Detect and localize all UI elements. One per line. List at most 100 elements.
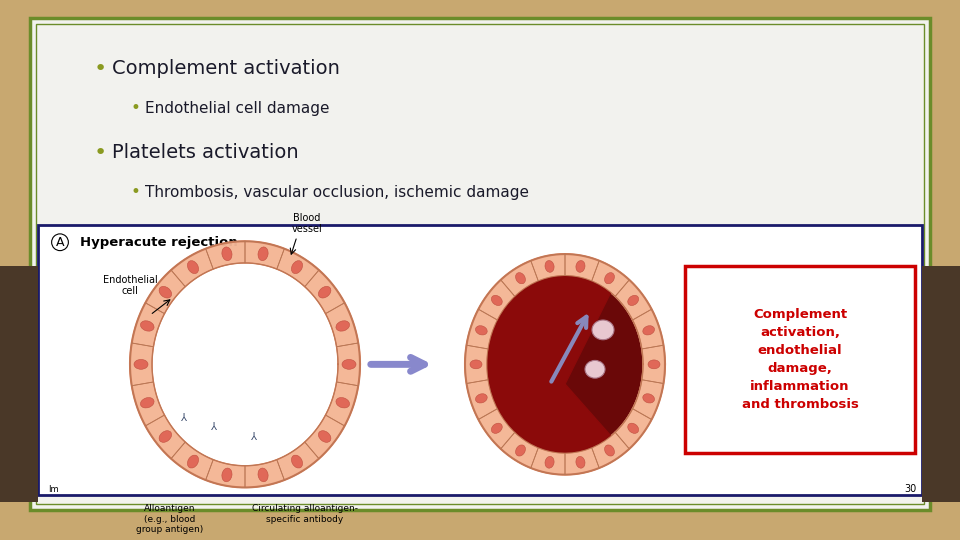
Polygon shape <box>467 380 497 420</box>
Polygon shape <box>591 261 629 296</box>
Polygon shape <box>487 276 643 453</box>
Polygon shape <box>615 409 652 449</box>
Bar <box>0 266 38 502</box>
Polygon shape <box>633 380 663 420</box>
Text: Complement activation: Complement activation <box>112 59 340 78</box>
Ellipse shape <box>492 295 502 306</box>
Bar <box>38 225 922 495</box>
Text: Y: Y <box>182 409 188 419</box>
Bar <box>0 502 960 532</box>
Text: •: • <box>130 99 140 117</box>
Polygon shape <box>465 345 489 383</box>
Ellipse shape <box>342 360 356 369</box>
Polygon shape <box>467 309 497 349</box>
Ellipse shape <box>592 320 614 340</box>
Polygon shape <box>171 442 213 480</box>
Ellipse shape <box>258 468 268 482</box>
Text: Blood
vessel: Blood vessel <box>292 213 323 234</box>
Polygon shape <box>565 448 599 475</box>
Ellipse shape <box>336 397 349 408</box>
Polygon shape <box>531 254 565 281</box>
Text: •: • <box>93 143 107 163</box>
Polygon shape <box>145 415 185 458</box>
Polygon shape <box>337 343 360 386</box>
Polygon shape <box>478 280 515 320</box>
Polygon shape <box>465 254 665 475</box>
Ellipse shape <box>470 360 482 369</box>
Text: Complement
activation,
endothelial
damage,
inflammation
and thrombosis: Complement activation, endothelial damag… <box>741 308 858 411</box>
Polygon shape <box>130 241 360 488</box>
Ellipse shape <box>643 326 655 335</box>
Polygon shape <box>615 280 652 320</box>
Ellipse shape <box>643 394 655 403</box>
Polygon shape <box>205 460 245 488</box>
Ellipse shape <box>319 431 331 442</box>
Ellipse shape <box>576 456 585 468</box>
Ellipse shape <box>545 260 554 272</box>
Ellipse shape <box>492 423 502 434</box>
Ellipse shape <box>159 286 172 298</box>
Ellipse shape <box>475 394 488 403</box>
Ellipse shape <box>475 326 488 335</box>
Polygon shape <box>171 249 213 287</box>
Polygon shape <box>152 263 338 466</box>
Polygon shape <box>642 345 665 383</box>
Ellipse shape <box>140 397 154 408</box>
Ellipse shape <box>292 455 302 468</box>
Polygon shape <box>145 270 185 314</box>
Polygon shape <box>245 460 284 488</box>
Text: A: A <box>56 236 64 249</box>
Text: Endothelial
cell: Endothelial cell <box>103 275 157 296</box>
Polygon shape <box>325 382 358 426</box>
Text: •: • <box>93 59 107 79</box>
Ellipse shape <box>628 295 638 306</box>
Ellipse shape <box>292 261 302 274</box>
Polygon shape <box>591 432 629 468</box>
Ellipse shape <box>319 286 331 298</box>
Polygon shape <box>245 241 284 269</box>
Ellipse shape <box>516 445 525 456</box>
Ellipse shape <box>140 321 154 331</box>
Ellipse shape <box>134 360 148 369</box>
Polygon shape <box>276 249 319 287</box>
Text: Circulating alloantigen-
specific antibody: Circulating alloantigen- specific antibo… <box>252 504 358 524</box>
Polygon shape <box>276 442 319 480</box>
Ellipse shape <box>222 247 232 261</box>
Ellipse shape <box>628 423 638 434</box>
Polygon shape <box>304 415 345 458</box>
Bar <box>685 266 915 453</box>
Polygon shape <box>565 254 599 281</box>
Ellipse shape <box>336 321 349 331</box>
Ellipse shape <box>516 273 525 284</box>
Polygon shape <box>130 343 154 386</box>
Polygon shape <box>501 261 539 296</box>
Text: Im: Im <box>48 485 59 494</box>
Text: Y: Y <box>212 418 218 428</box>
Polygon shape <box>132 303 164 347</box>
Ellipse shape <box>576 260 585 272</box>
Ellipse shape <box>648 360 660 369</box>
Bar <box>922 266 960 502</box>
Text: Hyperacute rejection: Hyperacute rejection <box>80 236 238 249</box>
Ellipse shape <box>187 261 199 274</box>
Polygon shape <box>478 409 515 449</box>
Ellipse shape <box>258 247 268 261</box>
Ellipse shape <box>585 360 605 378</box>
Ellipse shape <box>222 468 232 482</box>
Text: Endothelial cell damage: Endothelial cell damage <box>145 101 329 116</box>
Text: Thrombosis, vascular occlusion, ischemic damage: Thrombosis, vascular occlusion, ischemic… <box>145 185 529 199</box>
Ellipse shape <box>605 445 614 456</box>
Ellipse shape <box>545 456 554 468</box>
Polygon shape <box>304 270 345 314</box>
Polygon shape <box>325 303 358 347</box>
Text: Platelets activation: Platelets activation <box>112 143 299 162</box>
Text: •: • <box>130 183 140 201</box>
Bar <box>0 0 960 22</box>
Ellipse shape <box>159 431 172 442</box>
Polygon shape <box>501 432 539 468</box>
Text: Y: Y <box>252 428 258 438</box>
Text: Alloantigen
(e.g., blood
group antigen): Alloantigen (e.g., blood group antigen) <box>136 504 204 534</box>
Polygon shape <box>488 276 611 452</box>
Polygon shape <box>205 241 245 269</box>
Polygon shape <box>132 382 164 426</box>
